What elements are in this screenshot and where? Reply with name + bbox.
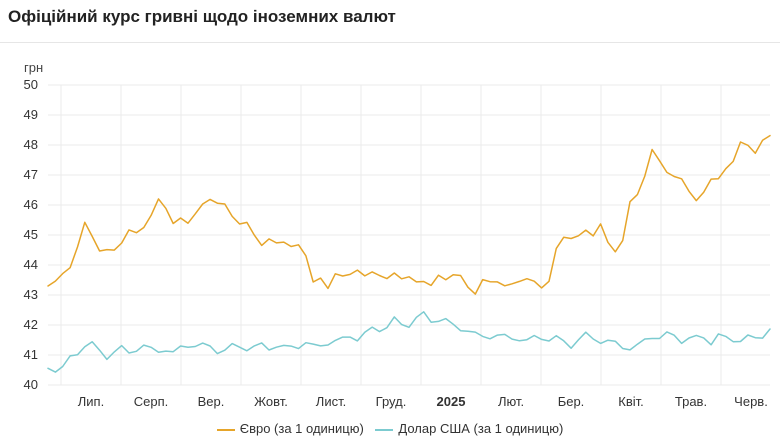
x-tick-label: Лип. xyxy=(78,394,104,409)
x-tick-label: Вер. xyxy=(198,394,225,409)
legend-label-usd: Долар США (за 1 одиницю) xyxy=(398,421,564,436)
y-tick-label: 40 xyxy=(24,377,38,392)
series-lines xyxy=(47,134,771,373)
x-axis-ticks: Лип. Серп. Вер. Жовт. Лист. Груд. 2025 Лют. Бер.… xyxy=(78,394,768,409)
x-tick-label: 2025 xyxy=(437,394,466,409)
y-tick-label: 42 xyxy=(24,317,38,332)
x-tick-label: Жовт. xyxy=(254,394,288,409)
legend-item-usd[interactable]: Долар США (за 1 одиницю) xyxy=(375,421,563,436)
y-tick-label: 44 xyxy=(24,257,38,272)
x-tick-label: Лист. xyxy=(316,394,346,409)
y-axis-ticks: 40 41 42 43 44 45 46 47 48 49 50 xyxy=(24,77,38,392)
series-line-usd xyxy=(47,311,771,373)
y-tick-label: 45 xyxy=(24,227,38,242)
y-tick-label: 47 xyxy=(24,167,38,182)
legend-swatch-euro xyxy=(216,428,235,431)
legend: Євро (за 1 одиницю) Долар США (за 1 один… xyxy=(0,421,780,436)
x-tick-label: Бер. xyxy=(558,394,585,409)
y-tick-label: 46 xyxy=(24,197,38,212)
x-tick-label: Груд. xyxy=(376,394,407,409)
x-tick-label: Черв. xyxy=(734,394,768,409)
legend-swatch-usd xyxy=(375,428,394,431)
y-tick-label: 48 xyxy=(24,137,38,152)
x-tick-label: Лют. xyxy=(498,394,524,409)
grid xyxy=(48,84,770,386)
x-tick-label: Серп. xyxy=(134,394,169,409)
x-tick-label: Трав. xyxy=(675,394,707,409)
y-tick-label: 41 xyxy=(24,347,38,362)
chart-title: Офіційний курс гривні щодо іноземних вал… xyxy=(8,7,396,26)
y-tick-label: 49 xyxy=(24,107,38,122)
y-tick-label: 43 xyxy=(24,287,38,302)
y-axis-unit: грн xyxy=(24,60,44,75)
x-tick-label: Квіт. xyxy=(618,394,644,409)
series-line-euro xyxy=(47,134,771,295)
legend-item-euro[interactable]: Євро (за 1 одиницю) xyxy=(216,421,364,436)
title-divider xyxy=(0,42,780,43)
legend-label-euro: Євро (за 1 одиницю) xyxy=(239,421,364,436)
y-tick-label: 50 xyxy=(24,77,38,92)
